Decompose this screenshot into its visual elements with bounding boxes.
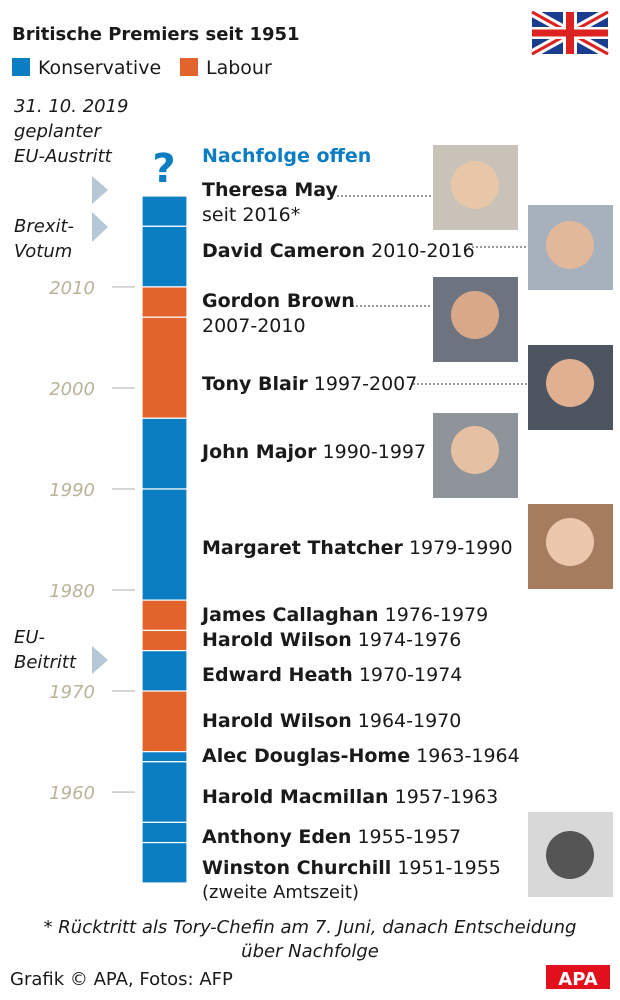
pm-name: Theresa May [202, 179, 339, 201]
annotation: geplanter [14, 121, 102, 142]
segment [141, 821, 188, 844]
pm-period: 1979-1990 [409, 537, 513, 559]
pm-period: 1951-1955 [397, 857, 501, 879]
legend-label: Labour [206, 57, 272, 79]
pm-period: 1964-1970 [358, 710, 462, 732]
y-tick-label: 1980 [49, 581, 95, 602]
pm-extra: (zweite Amtszeit) [202, 882, 359, 903]
y-tick-label: 2000 [49, 379, 95, 400]
pm-label: Anthony Eden 1955-1957 [202, 826, 461, 848]
legend-swatch [12, 58, 30, 76]
leaders [337, 195, 528, 385]
pm-period: 1957-1963 [395, 786, 499, 808]
pm-period: 1970-1974 [359, 664, 463, 686]
legend-label: Konservative [38, 57, 161, 79]
pm-name: Anthony Eden [202, 826, 351, 848]
segment [141, 841, 188, 884]
pm-label: Margaret Thatcher 1979-1990 [202, 537, 513, 559]
pm-label: Gordon Brown [202, 290, 355, 312]
pm-label: Harold Wilson 1974-1976 [202, 629, 461, 651]
pm-label: Harold Wilson 1964-1970 [202, 710, 461, 732]
pm-label: Alec Douglas-Home 1963-1964 [202, 745, 520, 767]
pm-name: Tony Blair [202, 373, 308, 395]
pm-name: Alec Douglas-Home [202, 745, 410, 767]
pm-label: Harold Macmillan 1957-1963 [202, 786, 498, 808]
pm-name: James Callaghan [200, 604, 379, 626]
photos [433, 145, 613, 897]
annotation: EU- [14, 627, 45, 648]
pm-name: Edward Heath [202, 664, 353, 686]
segment [141, 286, 188, 318]
segment [141, 751, 188, 763]
legend-swatch [180, 58, 198, 76]
pm-label: Edward Heath 1970-1974 [202, 664, 462, 686]
pm-period: 1976-1979 [385, 604, 489, 626]
segment [141, 488, 188, 601]
segment [141, 690, 188, 753]
y-tick-label: 1970 [49, 682, 95, 703]
segment [141, 195, 188, 227]
flag [529, 8, 611, 58]
pm-period: 1990-1997 [323, 441, 427, 463]
annotation: Beitritt [14, 652, 77, 673]
arrows [92, 176, 108, 674]
question-mark: ? [152, 146, 175, 192]
pm-label: Tony Blair 1997-2007 [202, 373, 417, 395]
segment [141, 599, 188, 632]
pm-name: Harold Wilson [202, 629, 352, 651]
pm-period: 2007-2010 [202, 315, 306, 337]
segment [141, 761, 188, 823]
segment [141, 225, 188, 288]
pm-name: Margaret Thatcher [202, 537, 404, 559]
pm-period: 1955-1957 [357, 826, 461, 848]
pm-label: Winston Churchill 1951-1955 [202, 857, 501, 879]
pm-period: 1974-1976 [358, 629, 462, 651]
credit: Grafik © APA, Fotos: AFP [10, 969, 233, 990]
pm-label: David Cameron 2010-2016 [202, 240, 475, 262]
pm-period: 1963-1964 [416, 745, 520, 767]
y-tick-label: 1990 [49, 480, 95, 501]
segment [141, 650, 188, 692]
pm-name: Harold Macmillan [202, 786, 389, 808]
pm-name: Harold Wilson [202, 710, 352, 732]
annotation: Brexit- [14, 216, 74, 237]
pm-name: Gordon Brown [202, 290, 355, 312]
pm-period: 2010-2016 [371, 240, 475, 262]
y-tick-label: 2010 [49, 278, 95, 299]
footnote: * Rücktritt als Tory-Chefin am 7. Juni, … [44, 917, 577, 938]
annotation: EU-Austritt [14, 146, 113, 167]
pm-name: David Cameron [202, 240, 365, 262]
logo: APA [558, 969, 597, 990]
pm-name: Winston Churchill [202, 857, 391, 879]
pm-label: Theresa May [202, 179, 339, 201]
pm-period: 1997-2007 [314, 373, 418, 395]
pm-period: seit 2016* [202, 204, 300, 226]
annotation: Votum [14, 241, 72, 262]
pm-label: John Major 1990-1997 [200, 441, 426, 463]
segment [141, 316, 188, 419]
pm-name: John Major [200, 441, 317, 463]
logo-box [546, 965, 610, 989]
segment [141, 417, 188, 490]
chart-title: Britische Premiers seit 1951 [12, 24, 300, 45]
successor: Nachfolge offen [202, 145, 371, 167]
pm-label: James Callaghan 1976-1979 [200, 604, 488, 626]
y-tick-label: 1960 [49, 783, 95, 804]
annotation: 31. 10. 2019 [14, 96, 129, 117]
segment [141, 629, 188, 652]
footnote: über Nachfolge [241, 941, 379, 962]
